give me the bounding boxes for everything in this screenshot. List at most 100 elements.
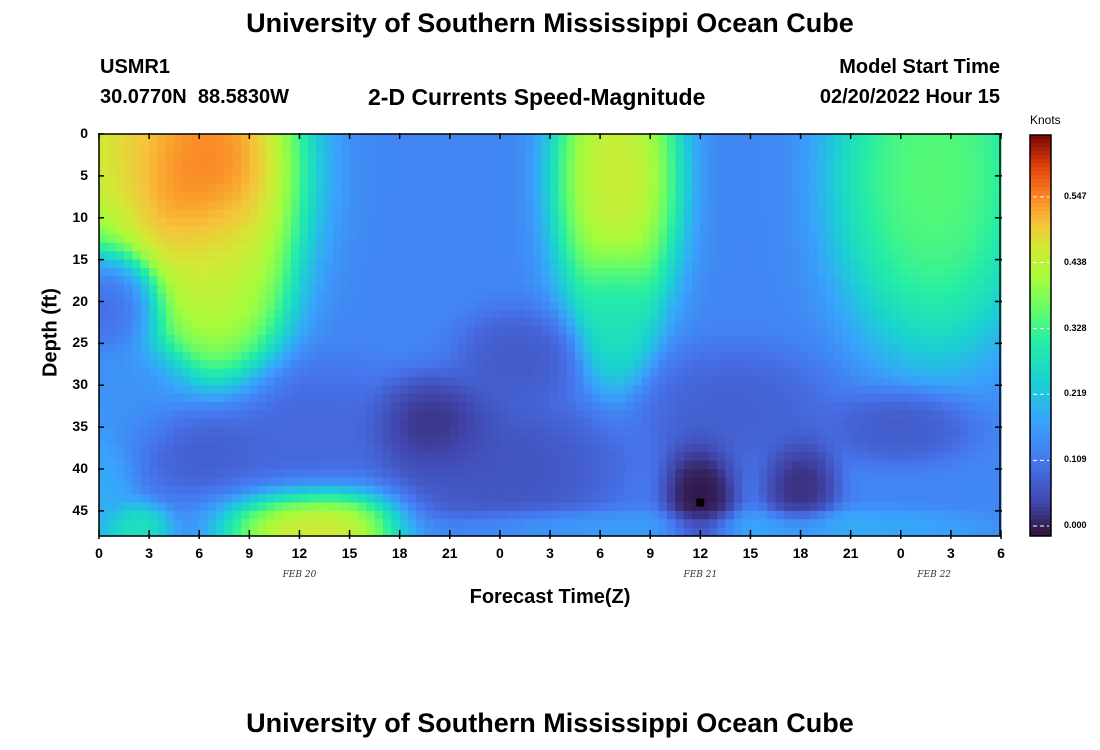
- heatmap-cell: [608, 326, 618, 336]
- heatmap-cell: [942, 368, 952, 378]
- heatmap-cell: [758, 259, 768, 269]
- heatmap-cell: [608, 360, 618, 370]
- heatmap-cell: [207, 519, 217, 529]
- heatmap-cell: [767, 259, 777, 269]
- heatmap-cell: [867, 418, 877, 428]
- heatmap-cell: [240, 251, 250, 261]
- heatmap-cell: [466, 368, 476, 378]
- heatmap-cell: [825, 150, 835, 160]
- heatmap-cell: [550, 142, 559, 152]
- heatmap-cell: [165, 326, 175, 336]
- heatmap-cell: [441, 435, 451, 445]
- heatmap-cell: [859, 443, 868, 453]
- heatmap-cell: [725, 343, 735, 353]
- heatmap-cell: [742, 477, 752, 487]
- heatmap-cell: [984, 167, 994, 177]
- heatmap-cell: [391, 510, 401, 520]
- heatmap-cell: [458, 159, 468, 169]
- heatmap-cell: [917, 234, 927, 244]
- heatmap-cell: [232, 234, 242, 244]
- heatmap-cell: [842, 494, 852, 504]
- heatmap-cell: [508, 485, 518, 495]
- heatmap-cell: [341, 510, 351, 520]
- heatmap-cell: [491, 460, 501, 470]
- heatmap-cell: [349, 293, 359, 303]
- heatmap-cell: [583, 276, 593, 286]
- heatmap-cell: [458, 234, 468, 244]
- heatmap-cell: [558, 217, 568, 227]
- heatmap-cell: [783, 452, 793, 462]
- heatmap-cell: [708, 268, 718, 277]
- heatmap-cell: [483, 452, 493, 462]
- heatmap-cell: [575, 259, 585, 269]
- heatmap-cell: [675, 385, 685, 395]
- heatmap-cell: [182, 427, 192, 437]
- heatmap-cell: [408, 217, 417, 227]
- heatmap-cell: [416, 276, 426, 286]
- heatmap-cell: [541, 410, 551, 420]
- heatmap-cell: [925, 376, 935, 386]
- heatmap-cell: [533, 284, 543, 294]
- heatmap-cell: [399, 234, 409, 244]
- heatmap-cell: [575, 142, 585, 152]
- heatmap-cell: [658, 167, 668, 177]
- heatmap-cell: [808, 485, 818, 495]
- heatmap-cell: [717, 192, 726, 202]
- heatmap-cell: [825, 427, 835, 437]
- heatmap-cell: [424, 427, 434, 437]
- heatmap-cell: [240, 435, 250, 445]
- heatmap-cell: [224, 385, 234, 395]
- heatmap-cell: [291, 251, 301, 261]
- heatmap-cell: [558, 460, 568, 470]
- heatmap-cell: [215, 460, 225, 470]
- heatmap-cell: [666, 502, 676, 512]
- heatmap-cell: [541, 226, 551, 236]
- heatmap-cell: [750, 167, 760, 177]
- heatmap-cell: [558, 326, 568, 336]
- heatmap-cell: [591, 494, 601, 504]
- heatmap-cell: [541, 443, 551, 453]
- heatmap-cell: [892, 242, 902, 252]
- heatmap-cell: [742, 335, 752, 344]
- heatmap-cell: [758, 376, 768, 386]
- heatmap-cell: [391, 326, 401, 336]
- heatmap-cell: [583, 268, 593, 277]
- heatmap-cell: [282, 443, 292, 453]
- heatmap-cell: [266, 175, 275, 185]
- heatmap-cell: [742, 435, 752, 445]
- heatmap-cell: [758, 335, 768, 344]
- heatmap-cell: [909, 209, 919, 219]
- heatmap-cell: [157, 167, 167, 177]
- heatmap-cell: [641, 435, 651, 445]
- heatmap-cell: [717, 385, 726, 395]
- heatmap-cell: [282, 201, 292, 210]
- heatmap-cell: [616, 460, 626, 470]
- heatmap-cell: [650, 477, 660, 487]
- heatmap-cell: [608, 343, 618, 353]
- heatmap-cell: [909, 159, 919, 169]
- heatmap-cell: [424, 251, 434, 261]
- heatmap-cell: [633, 410, 643, 420]
- heatmap-cell: [349, 477, 359, 487]
- heatmap-cell: [750, 368, 760, 378]
- heatmap-cell: [499, 184, 509, 194]
- heatmap-cell: [458, 435, 468, 445]
- heatmap-cell: [174, 175, 184, 185]
- heatmap-cell: [291, 318, 301, 328]
- heatmap-cell: [157, 469, 167, 478]
- heatmap-cell: [341, 142, 351, 152]
- heatmap-cell: [691, 284, 701, 294]
- heatmap-cell: [349, 368, 359, 378]
- heatmap-cell: [516, 402, 526, 411]
- heatmap-cell: [483, 301, 493, 311]
- heatmap-cell: [157, 234, 167, 244]
- heatmap-cell: [424, 284, 434, 294]
- heatmap-cell: [725, 427, 735, 437]
- heatmap-cell: [224, 494, 234, 504]
- heatmap-cell: [249, 469, 259, 478]
- heatmap-cell: [249, 418, 259, 428]
- heatmap-cell: [232, 376, 242, 386]
- heatmap-cell: [625, 234, 635, 244]
- heatmap-cell: [382, 435, 392, 445]
- heatmap-cell: [299, 150, 309, 160]
